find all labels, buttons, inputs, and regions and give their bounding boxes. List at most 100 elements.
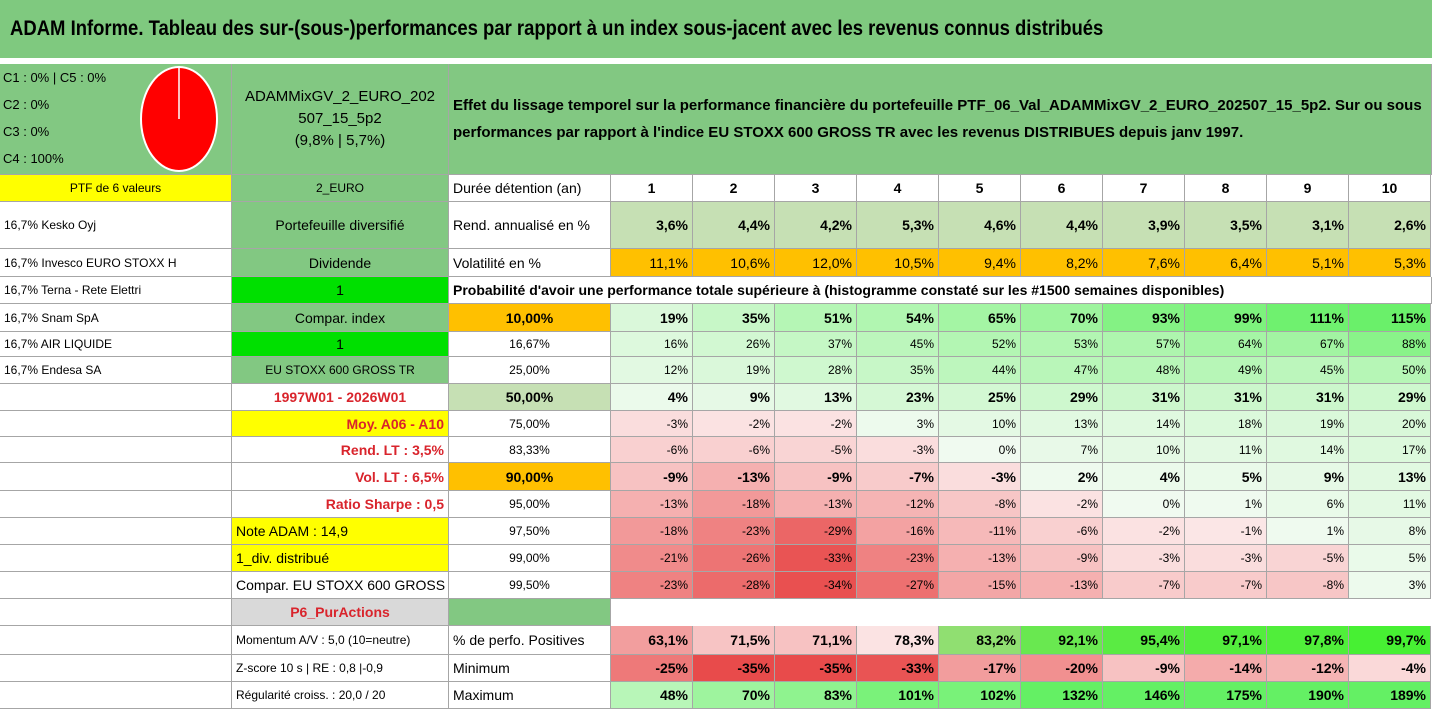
quantile-label[interactable]: 99,00% [449,545,611,572]
quantile-value[interactable]: -1% [1185,518,1267,545]
left-col-cell[interactable] [0,682,232,709]
year-header[interactable]: 3 [775,175,857,202]
minimum-value[interactable]: -9% [1103,655,1185,682]
left-col-cell[interactable]: PTF de 6 valeurs [0,175,232,202]
quantile-value[interactable]: -2% [775,411,857,437]
quantile-value[interactable]: 10% [939,411,1021,437]
quantile-value[interactable]: -27% [857,572,939,599]
quantile-value[interactable]: 93% [1103,304,1185,332]
quantile-value[interactable]: 35% [693,304,775,332]
quantile-value[interactable]: 0% [939,437,1021,463]
quantile-value[interactable]: 19% [693,357,775,384]
quantile-value[interactable]: 9% [1267,463,1349,491]
year-header[interactable]: 9 [1267,175,1349,202]
quantile-value[interactable]: -23% [693,518,775,545]
mid-col-cell[interactable]: Momentum A/V : 5,0 (10=neutre) [232,626,449,655]
rend-value[interactable]: 4,4% [1021,202,1103,249]
left-col-cell[interactable] [0,437,232,463]
mid-col-cell[interactable]: Compar. index [232,304,449,332]
maximum-label[interactable]: Maximum [449,682,611,709]
quantile-value[interactable]: -26% [693,545,775,572]
positives-value[interactable]: 95,4% [1103,626,1185,655]
quantile-value[interactable]: 6% [1267,491,1349,518]
quantile-value[interactable]: -7% [857,463,939,491]
vol-value[interactable]: 12,0% [775,249,857,277]
minimum-value[interactable]: -14% [1185,655,1267,682]
quantile-value[interactable]: 65% [939,304,1021,332]
quantile-value[interactable]: -7% [1185,572,1267,599]
quantile-value[interactable]: -13% [775,491,857,518]
quantile-value[interactable]: -6% [693,437,775,463]
mid-col-cell[interactable]: Note ADAM : 14,9 [232,518,449,545]
mid-col-cell[interactable]: Portefeuille diversifié [232,202,449,249]
quantile-value[interactable]: 1% [1185,491,1267,518]
quantile-value[interactable]: 57% [1103,332,1185,357]
quantile-value[interactable]: 67% [1267,332,1349,357]
mid-col-cell[interactable]: 1 [232,277,449,304]
quantile-value[interactable]: -3% [611,411,693,437]
quantile-value[interactable]: 16% [611,332,693,357]
left-col-cell[interactable] [0,655,232,682]
quantile-value[interactable]: 25% [939,384,1021,411]
quantile-value[interactable]: -9% [611,463,693,491]
mid-col-cell[interactable]: 1997W01 - 2026W01 [232,384,449,411]
mid-col-cell[interactable]: Ratio Sharpe : 0,5 [232,491,449,518]
quantile-value[interactable]: -12% [857,491,939,518]
year-header[interactable]: 10 [1349,175,1431,202]
mid-col-cell[interactable]: Compar. EU STOXX 600 GROSS TR [232,572,449,599]
quantile-value[interactable]: -6% [611,437,693,463]
left-col-cell[interactable] [0,572,232,599]
year-header[interactable]: 1 [611,175,693,202]
maximum-value[interactable]: 132% [1021,682,1103,709]
mid-col-cell[interactable]: Dividende [232,249,449,277]
quantile-value[interactable]: 19% [611,304,693,332]
maximum-value[interactable]: 190% [1267,682,1349,709]
quantile-value[interactable]: 28% [775,357,857,384]
quantile-value[interactable]: -2% [1021,491,1103,518]
quantile-value[interactable]: 50% [1349,357,1431,384]
quantile-value[interactable]: 111% [1267,304,1349,332]
rend-value[interactable]: 4,2% [775,202,857,249]
minimum-value[interactable]: -4% [1349,655,1431,682]
rend-value[interactable]: 4,4% [693,202,775,249]
left-col-cell[interactable] [0,518,232,545]
quantile-value[interactable]: 45% [857,332,939,357]
quantile-value[interactable]: -34% [775,572,857,599]
quantile-value[interactable]: 3% [1349,572,1431,599]
quantile-value[interactable]: -13% [611,491,693,518]
quantile-value[interactable]: 18% [1185,411,1267,437]
quantile-value[interactable]: -21% [611,545,693,572]
quantile-value[interactable]: 23% [857,384,939,411]
vol-value[interactable]: 8,2% [1021,249,1103,277]
quantile-value[interactable]: -2% [1103,518,1185,545]
maximum-value[interactable]: 146% [1103,682,1185,709]
quantile-value[interactable]: -8% [939,491,1021,518]
left-col-cell[interactable]: 16,7% AIR LIQUIDE [0,332,232,357]
mid-col-cell[interactable]: 1_div. distribué [232,545,449,572]
mid-col-cell[interactable]: Z-score 10 s | RE : 0,8 |-0,9 [232,655,449,682]
left-col-cell[interactable]: 16,7% Invesco EURO STOXX H [0,249,232,277]
mid-col-cell[interactable]: Rend. LT : 3,5% [232,437,449,463]
quantile-value[interactable]: -7% [1103,572,1185,599]
left-col-cell[interactable] [0,411,232,437]
minimum-value[interactable]: -25% [611,655,693,682]
quantile-value[interactable]: -23% [857,545,939,572]
mid-col-cell[interactable]: Vol. LT : 6,5% [232,463,449,491]
quantile-label[interactable]: 50,00% [449,384,611,411]
quantile-value[interactable]: -18% [611,518,693,545]
quantile-value[interactable]: -33% [775,545,857,572]
mid-col-cell[interactable]: P6_PurActions [232,599,449,626]
year-header[interactable]: 2 [693,175,775,202]
quantile-value[interactable]: 54% [857,304,939,332]
quantile-value[interactable]: 13% [1021,411,1103,437]
quantile-value[interactable]: 8% [1349,518,1431,545]
positives-value[interactable]: 71,5% [693,626,775,655]
positives-value[interactable]: 83,2% [939,626,1021,655]
mid-col-cell[interactable]: EU STOXX 600 GROSS TR [232,357,449,384]
quantile-value[interactable]: -5% [1267,545,1349,572]
quantile-value[interactable]: 11% [1185,437,1267,463]
quantile-value[interactable]: -13% [1021,572,1103,599]
quantile-label[interactable]: 97,50% [449,518,611,545]
quantile-value[interactable]: -13% [939,545,1021,572]
quantile-value[interactable]: -15% [939,572,1021,599]
